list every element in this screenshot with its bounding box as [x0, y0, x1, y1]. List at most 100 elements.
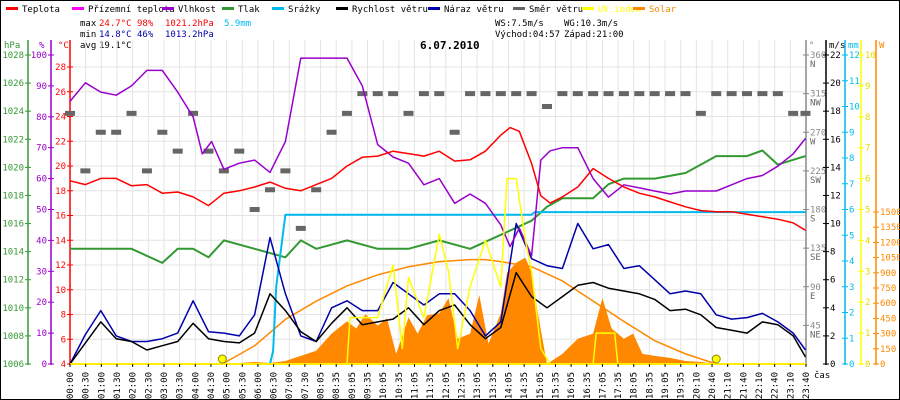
x-tick-label: 11:05 [411, 372, 421, 399]
x-tick-label: 00:30 [82, 372, 92, 399]
legend-item: Náraz větru [428, 5, 504, 15]
axis-tick-label: 8 [849, 154, 854, 164]
stats-min-temp: 14.8°C [99, 30, 132, 40]
stats-sunrise: Východ:04:57 [495, 30, 560, 40]
axis-unit: mm [848, 41, 859, 51]
axis-tick-label: 20 [830, 79, 841, 89]
axis-tick-label: 1006 [2, 360, 24, 370]
wind-direction-mark [772, 91, 783, 97]
axis-tick-label: 0 [830, 360, 835, 370]
x-tick-label: 03:30 [176, 372, 186, 399]
legend-swatch [272, 7, 284, 10]
axis-unit: W [879, 41, 885, 51]
axis-tick-label: 80 [36, 113, 47, 123]
axis-tick-label: 26 [55, 88, 66, 98]
legend-label: Vlhkost [178, 5, 216, 15]
axis-tick-label: 4 [865, 236, 870, 246]
axis-tick-label: 1008 [2, 332, 24, 342]
axis-tick-label: 300 [880, 330, 896, 340]
axis-tick-label: 6 [849, 206, 854, 216]
wind-direction-mark [157, 129, 168, 135]
axis-tick-label: 750 [880, 284, 896, 294]
axis-tick-label: 20 [55, 162, 66, 172]
axis-tick-label: 1018 [2, 191, 24, 201]
wind-direction-mark [65, 110, 75, 116]
x-tick-label: 14:05 [504, 372, 514, 399]
axis-tick-label: 18 [830, 107, 841, 117]
legend: Teplota Přízemní teplota Vlhkost Tlak Srážky… [6, 5, 677, 15]
legend-label: Náraz větru [444, 5, 504, 15]
legend-item: Rychlost větru [336, 5, 428, 15]
axis-tick-label: 3 [849, 283, 854, 293]
axis-tick-label: 1500 [880, 208, 900, 218]
axis-tick-label: 2 [865, 298, 870, 308]
legend-swatch [162, 7, 174, 10]
x-tick-label: 16:05 [567, 372, 577, 399]
axis-tick-label: 8 [830, 248, 835, 258]
x-tick-label: 15:35 [551, 372, 561, 399]
legend-item: Solar [633, 5, 677, 15]
axis-tick-label: 10 [55, 286, 66, 296]
axis-tick-label: 6 [865, 175, 870, 185]
x-tick-label: 04:00 [191, 372, 201, 399]
axis-tick-label: 14 [55, 236, 66, 246]
wind-direction-mark [388, 91, 399, 97]
stats-max-label: max [80, 19, 97, 29]
axis-tick-label: 0 [42, 360, 47, 370]
direction-name-label: N [810, 60, 815, 70]
wind-direction-mark [326, 129, 337, 135]
series-wind-gust-line [69, 222, 807, 365]
direction-name-label: NE [810, 330, 821, 340]
legend-item: Přízemní teplota [72, 5, 175, 15]
x-tick-label: 22:40 [771, 372, 781, 399]
x-tick-label: 20:10 [692, 372, 702, 399]
chart-title: 6.07.2010 [420, 39, 480, 52]
series-layer [65, 57, 811, 365]
axis-tick-label: 360 [810, 51, 826, 61]
wind-direction-mark [265, 187, 276, 193]
x-tick-label: 20:40 [708, 372, 718, 399]
axis-tick-label: 22 [830, 51, 841, 61]
axis-tick-label: 1012 [2, 276, 24, 286]
wind-direction-mark [80, 168, 91, 174]
wind-direction-mark [280, 168, 291, 174]
legend-item: UV index [582, 5, 642, 15]
axis-unit: ° [809, 41, 814, 51]
x-tick-label: 06:00 [254, 372, 264, 399]
stats-sunset: Západ:21:00 [564, 30, 624, 40]
wind-direction-mark [234, 148, 245, 154]
wind-direction-mark [557, 91, 568, 97]
axis-tick-label: 14 [830, 163, 841, 173]
stats-avg-label: avg [80, 41, 96, 51]
x-tick-label: 18:35 [645, 372, 655, 399]
stats-min-press: 1013.2hPa [165, 30, 214, 40]
x-tick-label: 11:35 [426, 372, 436, 399]
wind-direction-mark [341, 110, 352, 116]
axis-tick-label: 16 [830, 135, 841, 145]
axis-tick-label: 4 [849, 257, 854, 267]
axis-tick-label: 11 [849, 77, 860, 87]
x-tick-label: 13:05 [473, 372, 483, 399]
series-pressure-line [70, 149, 806, 264]
axis-tick-label: 1016 [2, 220, 24, 230]
axis-tick-label: 0 [880, 360, 885, 370]
x-tick-label: 21:40 [739, 372, 749, 399]
axis-tick-label: 4 [830, 304, 835, 314]
axis-tick-label: 24 [55, 113, 66, 123]
axis-tick-label: 8 [61, 311, 66, 321]
axis-tick-label: 1022 [2, 135, 24, 145]
x-tick-label: 10:05 [379, 372, 389, 399]
axis-tick-label: 1050 [880, 254, 900, 264]
axis-tick-label: 900 [880, 269, 896, 279]
wind-direction-mark [541, 104, 552, 109]
legend-label: UV index [598, 5, 642, 15]
wind-direction-mark [618, 91, 629, 97]
axis-tick-label: 28 [55, 63, 66, 73]
series-humidity-line [69, 57, 807, 257]
x-tick-label: 05:00 [223, 372, 233, 399]
